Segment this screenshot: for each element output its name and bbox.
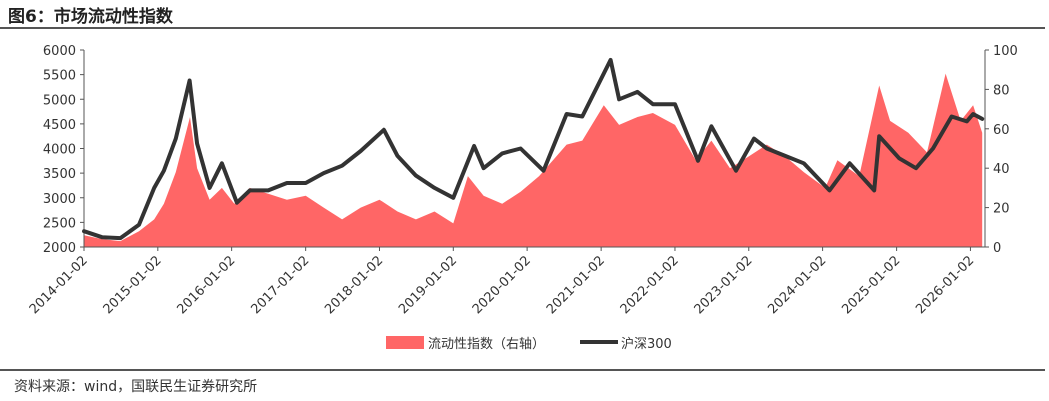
right-tick-label: 0 <box>993 241 1001 256</box>
legend-swatch-liquidity <box>386 336 424 349</box>
x-tick-label: 2017-01-02 <box>248 253 312 317</box>
x-tick-label: 2016-01-02 <box>174 253 238 317</box>
bottom-divider <box>0 369 1045 371</box>
top-divider <box>0 27 1045 29</box>
x-tick-label: 2021-01-02 <box>544 253 608 317</box>
x-tick-label: 2026-01-02 <box>913 253 977 317</box>
line-series-group <box>82 57 985 241</box>
x-tick-label: 2018-01-02 <box>322 253 386 317</box>
csi300-line <box>82 57 985 241</box>
area-series-group <box>84 73 983 247</box>
right-tick-label: 100 <box>993 44 1018 59</box>
legend: 流动性指数（右轴） 沪深300 <box>386 336 672 352</box>
left-tick-label: 4000 <box>43 143 76 158</box>
source-note: 资料来源：wind，国联民生证券研究所 <box>14 379 258 395</box>
x-tick-label: 2020-01-02 <box>470 253 534 317</box>
left-tick-label: 2500 <box>43 216 76 231</box>
x-tick-label: 2025-01-02 <box>839 253 903 317</box>
left-tick-label: 3000 <box>43 192 76 207</box>
left-tick-label: 2000 <box>43 241 76 256</box>
legend-label-liquidity: 流动性指数（右轴） <box>428 337 545 352</box>
x-tick-label: 2015-01-02 <box>101 253 165 317</box>
right-tick-label: 40 <box>993 162 1010 177</box>
right-tick-label: 60 <box>993 123 1010 138</box>
liquidity-area <box>84 73 983 247</box>
x-tick-label: 2024-01-02 <box>765 253 829 317</box>
x-tick-label: 2019-01-02 <box>396 253 460 317</box>
x-tick-label: 2014-01-02 <box>27 253 91 317</box>
right-tick-label: 20 <box>993 202 1010 217</box>
left-tick-label: 4500 <box>43 118 76 133</box>
left-tick-label: 6000 <box>43 44 76 59</box>
right-tick-label: 80 <box>993 83 1010 98</box>
x-tick-label: 2022-01-02 <box>618 253 682 317</box>
page-title: 图6：市场流动性指数 <box>8 7 173 27</box>
legend-label-csi300: 沪深300 <box>621 336 672 352</box>
left-tick-label: 5500 <box>43 69 76 84</box>
left-tick-label: 5000 <box>43 93 76 108</box>
left-tick-label: 3500 <box>43 167 76 182</box>
x-tick-label: 2023-01-02 <box>692 253 756 317</box>
